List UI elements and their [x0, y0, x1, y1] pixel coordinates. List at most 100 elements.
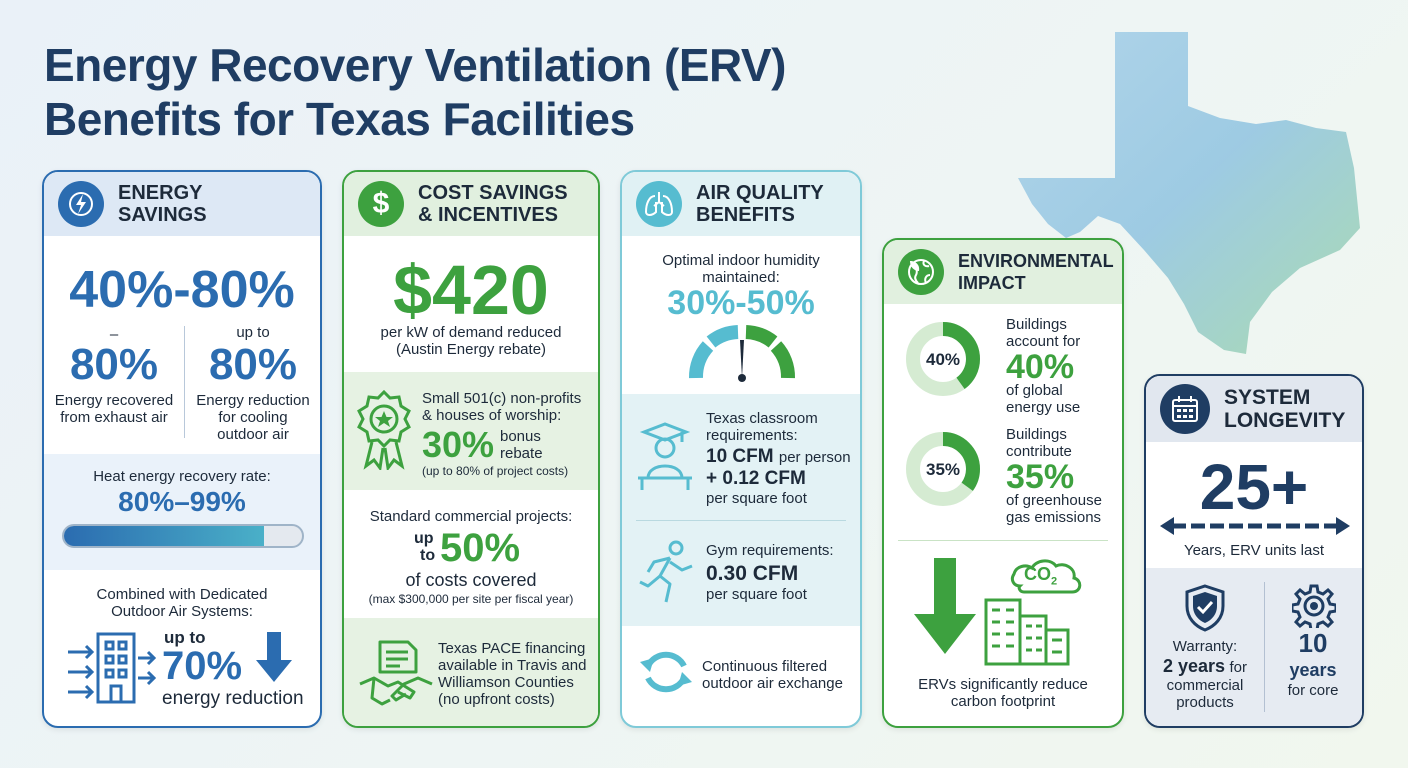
handshake-document-icon — [359, 640, 433, 706]
student-desk-icon — [638, 422, 692, 490]
doas-label2: Outdoor Air Systems: — [111, 603, 253, 620]
building-co2-icon — [984, 559, 1082, 666]
warranty-suffix: for — [1229, 659, 1248, 676]
donut2-label: 35% — [925, 460, 961, 479]
nonprofit-label2: & houses of worship: — [422, 407, 562, 424]
gym-label: Gym requirements: — [706, 542, 834, 559]
pace-line1: Texas PACE financing — [438, 640, 586, 657]
classroom-label1: Texas classroom — [706, 410, 818, 427]
system-longevity-header: SYSTEM LONGEVITY — [1146, 376, 1362, 442]
page-title-line2: Benefits for Texas Facilities — [44, 93, 635, 145]
energy-use-donut — [906, 322, 980, 396]
warranty-label3: products — [1176, 694, 1234, 711]
energy-left-value: 80% — [69, 340, 159, 389]
warranty-label: Warranty: — [1172, 638, 1238, 655]
donut2-text2: contribute — [1006, 443, 1072, 460]
classroom-value1-suffix: per person — [778, 449, 851, 466]
humidity-label2: maintained: — [702, 269, 780, 286]
emissions-donut — [906, 432, 980, 506]
gym-suffix: per square foot — [706, 586, 807, 603]
env-divider — [898, 540, 1108, 541]
air-quality-header: AIR QUALITY BENEFITS — [622, 172, 860, 236]
energy-right-label3: outdoor air — [217, 426, 289, 443]
page-title-line1: Energy Recovery Ventilation (ERV) — [44, 39, 786, 91]
donut2-big: 35% — [1006, 458, 1075, 496]
recycle-arrows-icon — [640, 651, 692, 693]
page-title: Energy Recovery Ventilation (ERV) Benefi… — [44, 38, 786, 146]
doas-value: 70% — [162, 644, 243, 688]
donut1-text1: Buildings — [1006, 316, 1067, 333]
texas-map-icon — [1018, 32, 1360, 354]
environmental-impact-card: ENVIRONMENTAL IMPACT 40% Buildings accou… — [882, 238, 1124, 728]
gym-value: 0.30 CFM — [706, 562, 799, 585]
longevity-label: Years, ERV units last — [1183, 542, 1325, 559]
humidity-gauge-icon — [689, 325, 795, 382]
classroom-value1: 10 CFM per person — [706, 446, 851, 468]
austin-rebate-value: $420 — [393, 251, 549, 329]
nonprofit-value: 30% — [422, 424, 495, 465]
energy-left-label2: from exhaust air — [60, 409, 168, 426]
air-head-line2: BENEFITS — [696, 204, 795, 226]
core-value2: years — [1289, 660, 1337, 680]
pace-line3: Williamson Counties — [438, 674, 574, 691]
heat-recovery-panel — [44, 454, 320, 570]
warranty-divider — [1264, 582, 1265, 712]
dollar-icon: $ — [358, 181, 404, 227]
shield-check-icon — [1185, 584, 1225, 632]
pace-line4: (no upfront costs) — [438, 691, 555, 708]
calendar-icon — [1160, 384, 1210, 434]
env-footer2: carbon footprint — [950, 693, 1056, 710]
award-badge-icon — [357, 390, 411, 470]
energy-right-prefix: up to — [236, 324, 270, 341]
building-airflow-icon — [68, 632, 156, 704]
doas-label1: Combined with Dedicated — [96, 586, 268, 603]
env-footer1: ERVs significantly reduce — [918, 676, 1088, 693]
energy-use-donut-arc — [906, 322, 980, 396]
energy-head-line2: SAVINGS — [118, 204, 207, 226]
co2-subscript: 2 — [1051, 575, 1058, 588]
running-person-icon — [639, 540, 693, 603]
donut1-label: 40% — [925, 350, 961, 369]
heat-recovery-value: 80%–99% — [118, 486, 246, 517]
humidity-value: 30%-50% — [667, 284, 815, 322]
energy-savings-header: ENERGY SAVINGS — [44, 172, 320, 236]
energy-right-value: 80% — [208, 340, 298, 389]
nonprofit-label1: Small 501(c) non-profits — [422, 390, 582, 407]
donut1-text3: of global — [1006, 382, 1063, 399]
requirements-divider — [636, 520, 846, 521]
energy-left-dash: – — [109, 326, 119, 343]
air-head-line1: AIR QUALITY — [696, 182, 824, 204]
co2-text: CO — [1024, 564, 1051, 584]
pace-line2: available in Travis and — [438, 657, 587, 674]
austin-rebate-label1: per kW of demand reduced — [380, 324, 562, 341]
classroom-label2: requirements: — [706, 427, 798, 444]
classroom-value1-number: 10 CFM — [706, 446, 774, 467]
cost-savings-header: $ COST SAVINGS & INCENTIVES — [344, 172, 598, 236]
down-arrow-icon — [914, 558, 976, 654]
commercial-suffix: of costs covered — [405, 570, 537, 590]
warranty-panel — [1146, 568, 1362, 726]
austin-rebate-label2: (Austin Energy rebate) — [395, 341, 547, 358]
timeline-arrow-icon — [1160, 517, 1350, 535]
energy-right-label1: Energy reduction — [196, 392, 310, 409]
cost-head-line1: COST SAVINGS — [418, 182, 568, 204]
gear-icon — [1292, 584, 1336, 628]
core-label: for core — [1287, 682, 1339, 699]
commercial-prefix1: up — [414, 530, 434, 547]
donut1-text4: energy use — [1006, 399, 1081, 416]
energy-right-label2: for cooling — [218, 409, 288, 426]
doas-prefix: up to — [164, 628, 206, 647]
emissions-donut-arc — [906, 432, 980, 506]
energy-divider — [184, 326, 185, 438]
cost-savings-card: $ COST SAVINGS & INCENTIVES $420 per kW … — [342, 170, 600, 728]
core-value1: 10 — [1298, 628, 1328, 658]
exchange-line2: outdoor air exchange — [702, 675, 843, 692]
env-head-line2: IMPACT — [958, 273, 1026, 293]
donut1-big: 40% — [1006, 348, 1075, 386]
warranty-label2: commercial — [1166, 677, 1244, 694]
classroom-value2-suffix: per square foot — [706, 490, 807, 507]
commercial-prefix2: to — [420, 547, 436, 564]
donut2-text4: gas emissions — [1006, 509, 1102, 526]
globe-leaf-icon — [898, 249, 944, 295]
nonprofit-suffix2: rebate — [500, 445, 543, 462]
